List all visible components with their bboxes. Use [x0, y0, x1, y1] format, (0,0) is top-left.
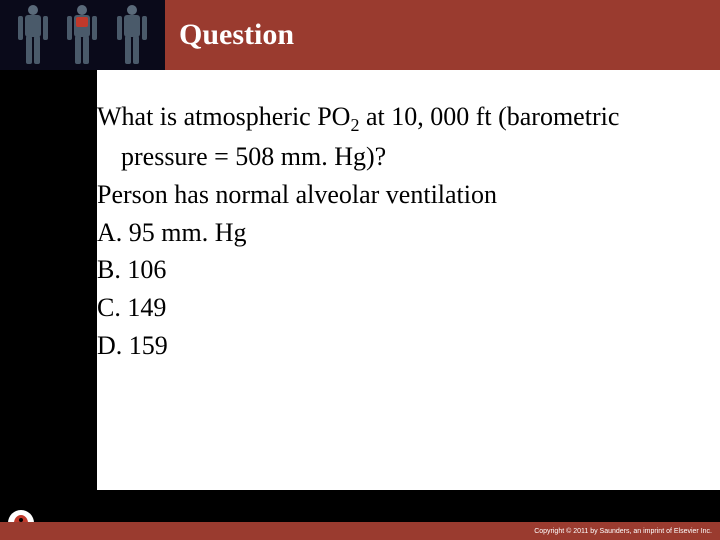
option-d: D. 159 — [97, 327, 696, 365]
body-figure-3 — [113, 5, 151, 65]
option-a: A. 95 mm. Hg — [97, 214, 696, 252]
question-text: What is atmospheric PO2 at 10, 000 ft (b… — [97, 98, 696, 364]
question-line-1: What is atmospheric PO2 at 10, 000 ft (b… — [97, 98, 696, 138]
question-context: Person has normal alveolar ventilation — [97, 176, 696, 214]
option-b: B. 106 — [97, 251, 696, 289]
footer-bar: Copyright © 2011 by Saunders, an imprint… — [0, 522, 720, 540]
copyright-text: Copyright © 2011 by Saunders, an imprint… — [534, 528, 712, 535]
slide-title: Question — [179, 18, 294, 52]
q-part-b: at 10, 000 ft (barometric — [359, 102, 619, 131]
body-figure-1 — [14, 5, 52, 65]
option-c: C. 149 — [97, 289, 696, 327]
question-line-2: pressure = 508 mm. Hg)? — [121, 138, 696, 176]
anatomy-figures-image — [0, 0, 165, 70]
q-part-a: What is atmospheric PO — [97, 102, 350, 131]
content-area: What is atmospheric PO2 at 10, 000 ft (b… — [97, 70, 720, 490]
header-bar: Question — [0, 0, 720, 70]
body-figure-2 — [63, 5, 101, 65]
